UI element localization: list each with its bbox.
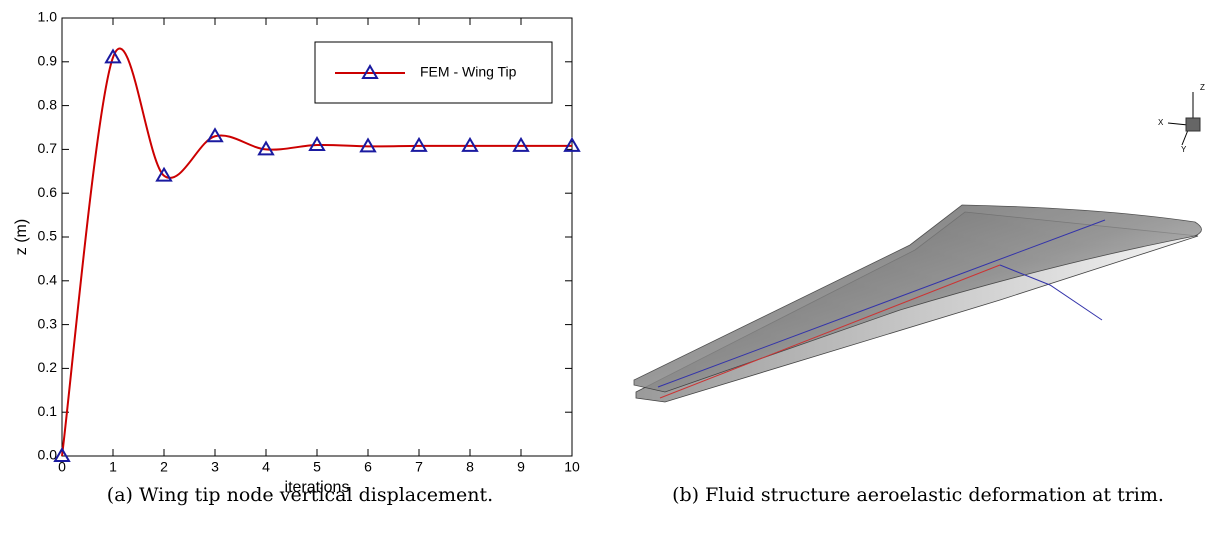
- x-tick-label: 5: [313, 459, 321, 475]
- caption: (b) Fluid structure aeroelastic deformat…: [672, 484, 1164, 506]
- triad-label: X: [1158, 118, 1164, 127]
- x-tick-label: 3: [211, 459, 219, 475]
- x-tick-label: 8: [466, 459, 474, 475]
- legend-label: FEM - Wing Tip: [420, 64, 517, 80]
- figure: 0.00.10.20.30.40.50.60.70.80.91.00123456…: [0, 0, 1225, 534]
- x-tick-label: 4: [262, 459, 270, 475]
- y-tick-label: 0.7: [38, 140, 58, 156]
- y-tick-label: 0.2: [38, 359, 58, 375]
- line: [62, 49, 572, 456]
- y-tick-label: 0.9: [38, 53, 58, 69]
- y-tick-label: 0.1: [38, 403, 58, 419]
- x-tick-label: 10: [564, 459, 580, 475]
- page: {"chart_data": {"type": "line", "xlabel"…: [0, 0, 1225, 534]
- triad-label: Y: [1181, 145, 1187, 154]
- y-tick-label: 0.8: [38, 96, 58, 112]
- caption: (a) Wing tip node vertical displacement.: [107, 484, 493, 506]
- triad-label: Z: [1200, 83, 1205, 92]
- y-tick-label: 0.3: [38, 315, 58, 331]
- x-tick-label: 6: [364, 459, 372, 475]
- axes-triad: Z X Y: [1158, 83, 1205, 154]
- x-tick-label: 2: [160, 459, 168, 475]
- x-tick-label: 9: [517, 459, 525, 475]
- y-tick-label: 0.5: [38, 228, 58, 244]
- y-axis-label: z (m): [13, 219, 30, 255]
- x-tick-label: 7: [415, 459, 423, 475]
- x-tick-label: 1: [109, 459, 117, 475]
- wing-image: [634, 205, 1202, 402]
- y-tick-label: 0.4: [38, 272, 58, 288]
- y-tick-label: 1.0: [38, 9, 58, 25]
- y-tick-label: 0.6: [38, 184, 58, 200]
